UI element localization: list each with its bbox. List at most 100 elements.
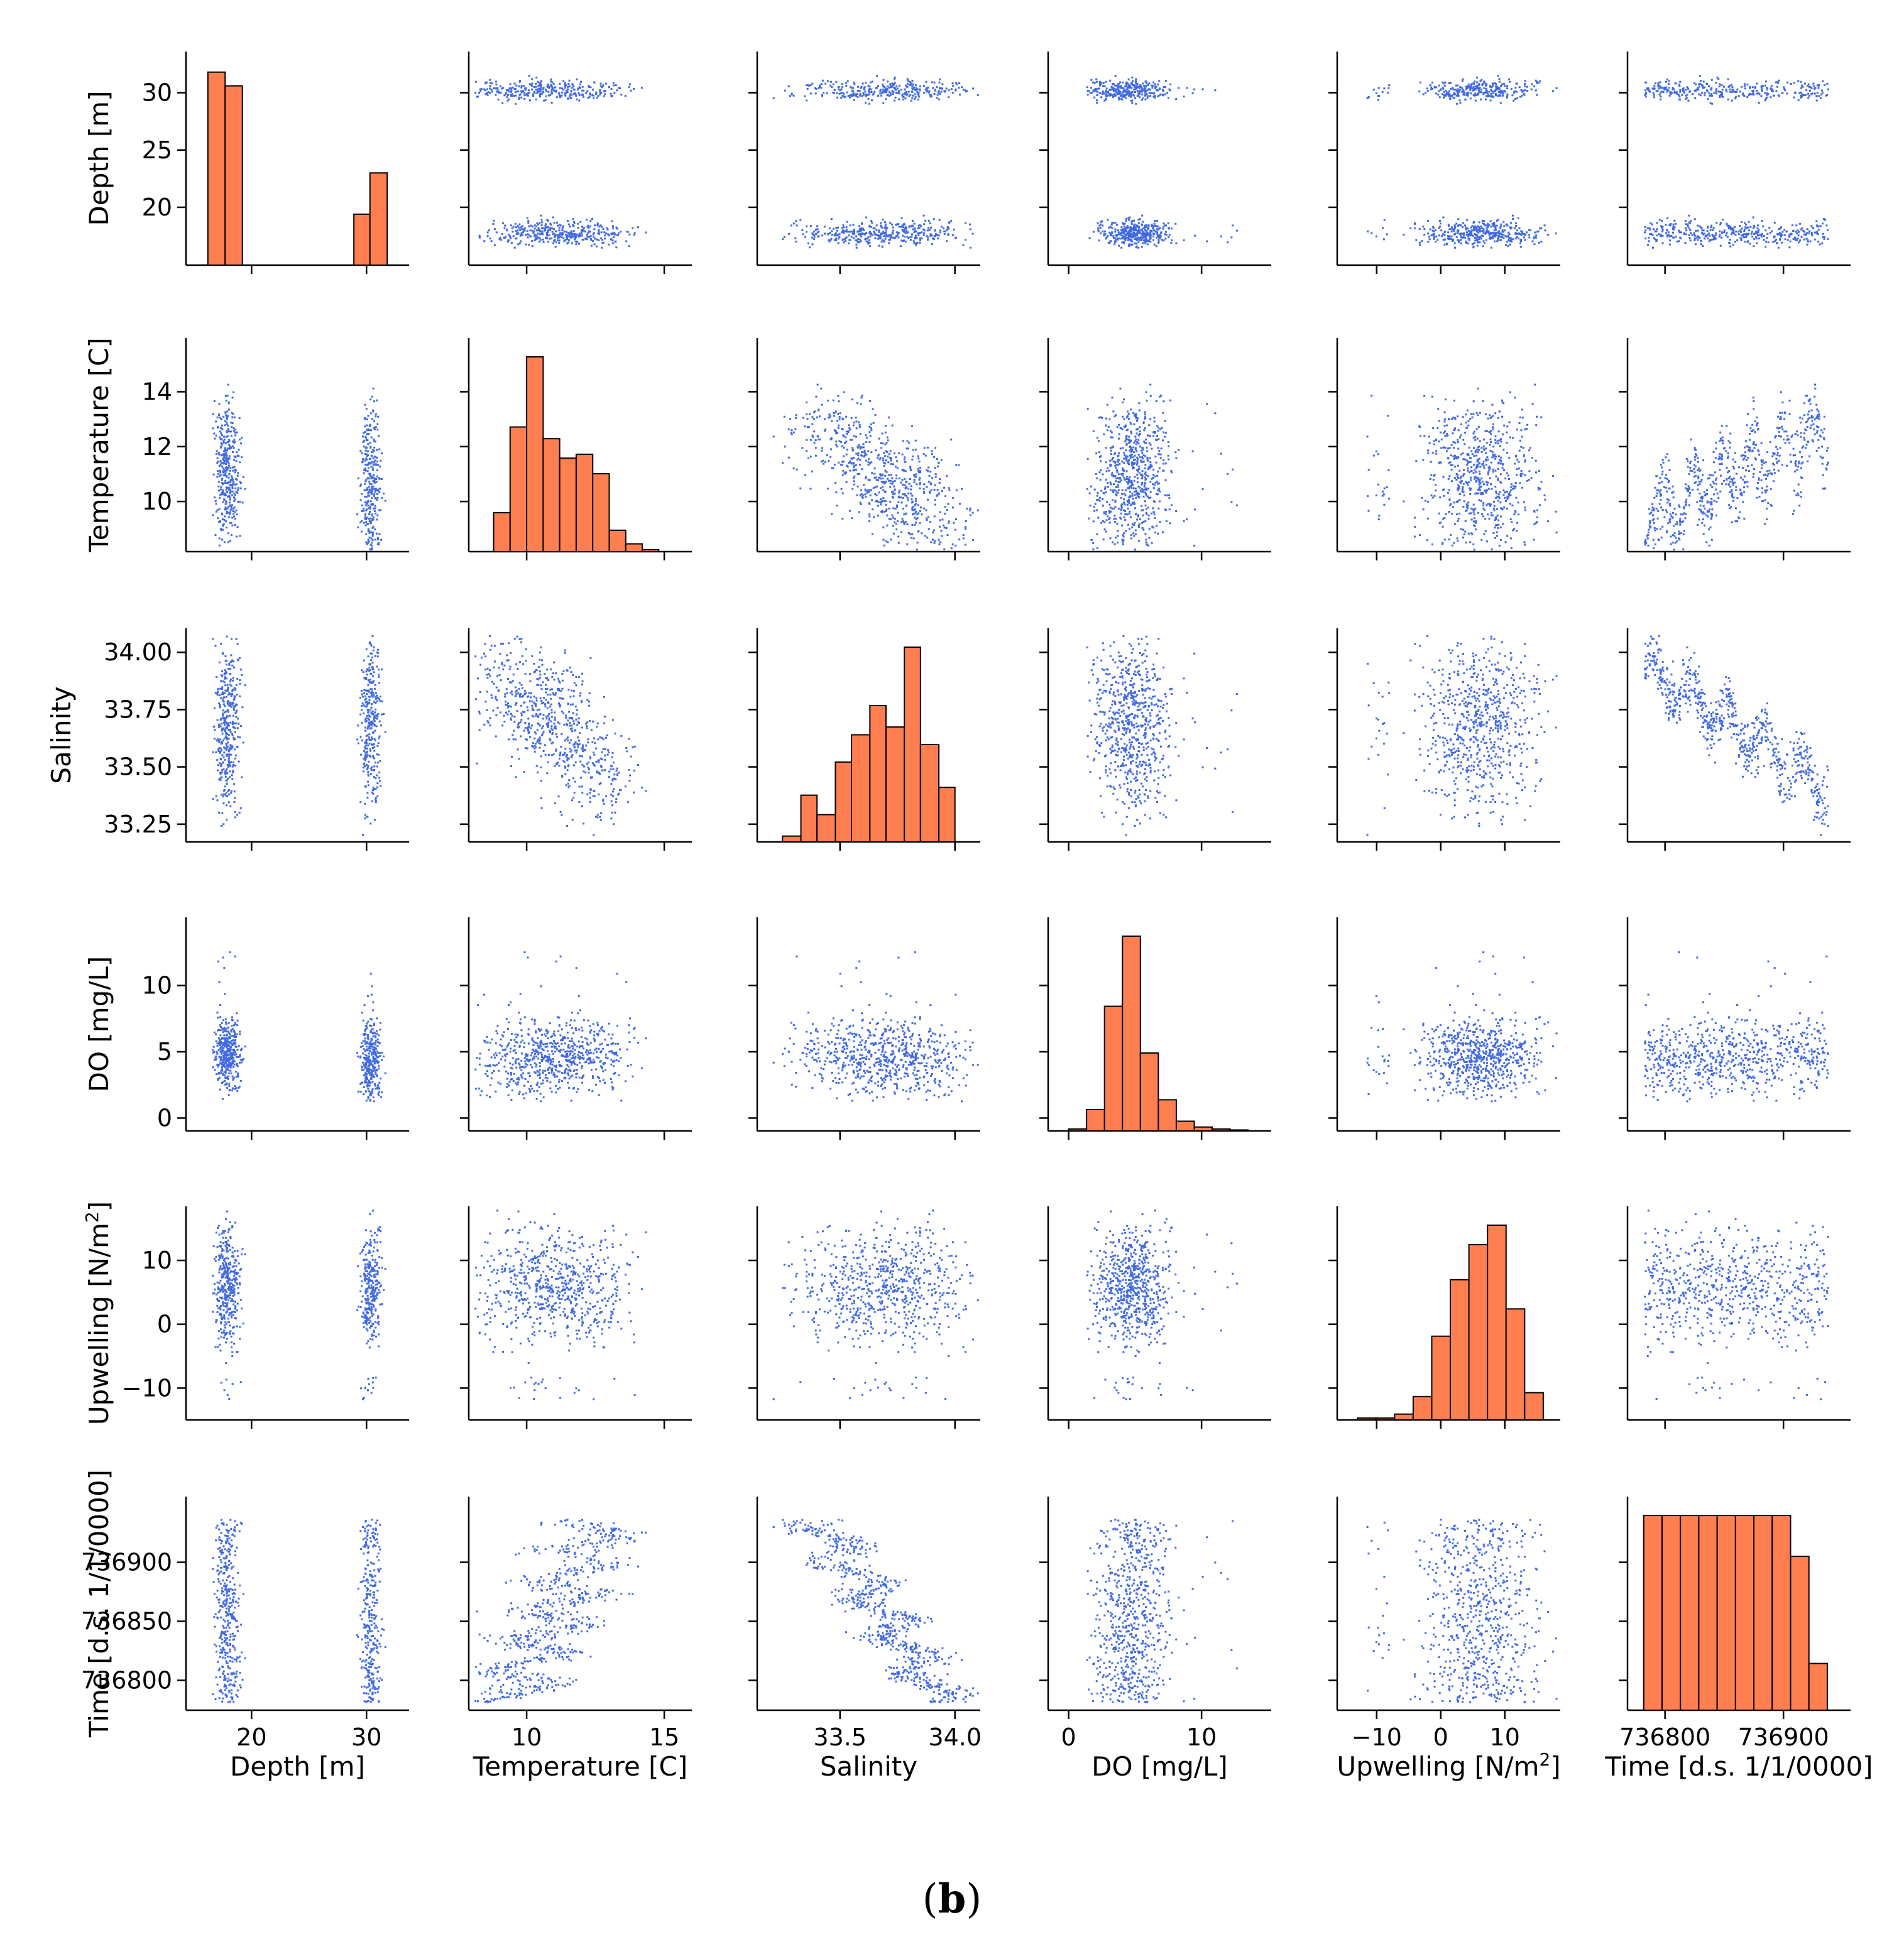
panel-depth-vs-depth: 20 25 30	[142, 52, 409, 274]
histogram-bar	[592, 473, 610, 552]
histogram-bar	[904, 647, 921, 843]
x-tick-label: 33.5	[813, 1723, 867, 1751]
histogram-bar	[575, 454, 594, 552]
histogram-bar	[1680, 1515, 1700, 1711]
histogram-bar	[1139, 1052, 1159, 1132]
caption-close: )	[966, 1876, 982, 1923]
scatter-points	[474, 1209, 647, 1400]
panel-temperature-vs-do	[1039, 338, 1271, 560]
panel-depth-vs-temperature	[460, 52, 692, 274]
histogram-bar	[1394, 1413, 1414, 1421]
histogram-bar	[1468, 1244, 1489, 1421]
x-axis-label-depth: Depth [m]	[230, 1751, 365, 1782]
x-axis-label-salinity: Salinity	[820, 1751, 917, 1782]
x-tick-label: 15	[649, 1723, 679, 1751]
histogram-bar	[1698, 1515, 1718, 1711]
y-tick-label: 736800	[81, 1666, 172, 1694]
panel-do-vs-upwelling	[1328, 917, 1560, 1140]
histogram-bar	[1661, 1515, 1682, 1711]
y-tick-label: 10	[142, 488, 172, 515]
panel-salinity-vs-salinity	[748, 628, 980, 851]
y-tick-label: 736850	[81, 1607, 172, 1635]
scatter-points	[474, 635, 647, 836]
panel-salinity-vs-temperature	[460, 628, 692, 851]
scatter-points	[212, 951, 386, 1103]
histogram-bar	[1505, 1308, 1526, 1421]
panel-time-vs-do: 0 10	[1039, 1497, 1271, 1751]
histogram-bar	[782, 835, 802, 843]
histogram-bar	[1375, 1417, 1396, 1421]
histogram-bar	[559, 457, 577, 553]
histogram-bar	[542, 438, 561, 553]
y-axis-label-time: Time [d.s. 1/1/0000]	[84, 1470, 114, 1738]
x-tick-label: 736900	[1738, 1723, 1829, 1751]
histogram-bar	[369, 172, 388, 266]
histogram-bar	[1068, 1128, 1088, 1132]
scatter-points	[1366, 951, 1558, 1103]
y-tick-label: 30	[142, 79, 172, 107]
histogram-bar	[493, 512, 511, 552]
scatter-points	[474, 951, 647, 1103]
x-axis-label-upwelling: Upwelling [N/m2]	[1337, 1749, 1560, 1782]
histogram-bar	[224, 85, 243, 266]
histogram-bar	[1808, 1662, 1828, 1711]
scatter-points	[212, 1209, 386, 1400]
histogram-bar	[1229, 1129, 1249, 1132]
panel-do-vs-temperature	[460, 917, 692, 1140]
histogram-bar	[1086, 1108, 1105, 1132]
scatter-points	[1086, 1519, 1238, 1703]
histogram-bar	[851, 734, 871, 843]
histogram-bar	[608, 529, 626, 553]
x-tick-label: 0	[1433, 1723, 1448, 1751]
y-axis-label-temperature: Temperature [C]	[84, 337, 114, 553]
x-axis-label-do: DO [mg/L]	[1092, 1751, 1228, 1782]
y-tick-label: 12	[142, 433, 172, 461]
y-tick-label: 736900	[81, 1549, 172, 1576]
scatter-points	[1086, 75, 1238, 249]
y-tick-label: 0	[157, 1104, 172, 1132]
histogram-bar	[526, 356, 544, 552]
scatter-points	[1366, 635, 1558, 836]
y-tick-label: 33.50	[104, 753, 172, 781]
scatter-points	[772, 383, 979, 551]
y-tick-label: 0	[157, 1311, 172, 1338]
y-tick-label: 25	[142, 136, 172, 164]
scatter-points	[1086, 635, 1238, 836]
histogram-bar	[1357, 1417, 1377, 1421]
panel-do-vs-salinity	[748, 917, 980, 1140]
y-axis-label-do: DO [mg/L]	[84, 956, 114, 1093]
histogram-bar	[1716, 1515, 1736, 1711]
panel-salinity-vs-upwelling	[1328, 628, 1560, 851]
panel-depth-vs-time	[1619, 52, 1851, 274]
y-tick-label: −10	[122, 1374, 172, 1402]
x-tick-label: −10	[1352, 1723, 1402, 1751]
panel-do-vs-do	[1039, 917, 1271, 1140]
panel-time-vs-upwelling: −10 0 10	[1328, 1497, 1560, 1751]
panel-time-vs-salinity: 33.5 34.0	[748, 1497, 982, 1751]
x-tick-label: 30	[351, 1723, 381, 1751]
scatter-points	[474, 1519, 647, 1703]
histogram-bar	[509, 426, 528, 552]
y-tick-label: 33.75	[104, 696, 172, 723]
histogram-bar	[1175, 1120, 1195, 1132]
x-tick-label: 10	[512, 1723, 542, 1751]
histogram-bar	[885, 726, 905, 843]
scatter-points	[1366, 383, 1558, 551]
scatter-points	[1366, 1519, 1558, 1703]
panel-salinity-vs-time	[1619, 628, 1851, 851]
histogram-bar	[353, 213, 371, 266]
panels-layer: 20253010121433.2533.5033.7534.000510−100…	[46, 52, 1873, 1782]
histogram-bar	[1212, 1128, 1231, 1132]
scatter-points	[1644, 635, 1829, 836]
panel-do-vs-time	[1619, 917, 1851, 1140]
panel-temperature-vs-depth: 10 12 14	[142, 338, 409, 560]
panel-salinity-vs-do	[1039, 628, 1271, 851]
scatter-points	[772, 1209, 979, 1400]
scatter-points	[1644, 383, 1829, 551]
panel-time-vs-depth: 736800 736850 736900 20 30	[81, 1497, 409, 1751]
panel-temperature-vs-upwelling	[1328, 338, 1560, 560]
panel-temperature-vs-salinity	[748, 338, 980, 560]
histogram-bar	[869, 705, 887, 843]
histogram-bar	[207, 71, 226, 266]
histogram-bar	[1412, 1395, 1433, 1421]
